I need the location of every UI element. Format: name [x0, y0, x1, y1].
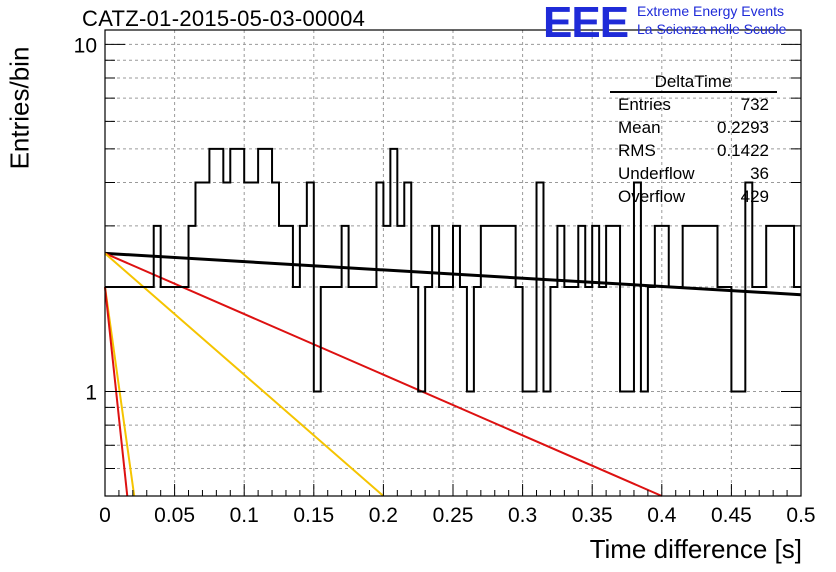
y-axis-label: Entries/bin [4, 46, 35, 170]
x-tick-label: 0.3 [508, 504, 537, 527]
x-tick-label: 0.35 [572, 504, 613, 527]
x-tick-label: 0.1 [230, 504, 259, 527]
stats-row-label: Overflow [618, 187, 686, 206]
x-tick-label: 0.5 [786, 504, 815, 527]
x-tick-label: 0.4 [647, 504, 677, 527]
y-tick-label: 1 [85, 382, 97, 405]
stats-row-value: 732 [741, 95, 769, 114]
stats-row-label: Underflow [618, 164, 695, 183]
x-tick-label: 0.2 [369, 504, 398, 527]
stats-row-value: 0.2293 [717, 118, 769, 137]
x-tick-label: 0.25 [433, 504, 474, 527]
x-axis-label: Time difference [s] [589, 534, 802, 564]
fit-curve [104, 252, 663, 497]
eee-logo: EEE [543, 0, 629, 47]
stats-box: DeltaTime Entries 732 Mean 0.2293 RMS 0.1422 U… [610, 72, 777, 206]
x-tick-label: 0.15 [293, 504, 334, 527]
stats-title: DeltaTime [655, 72, 732, 91]
histogram-series [105, 147, 801, 393]
stats-row-value: 429 [741, 187, 769, 206]
fit-curve [104, 252, 385, 497]
stats-row-label: Entries [618, 95, 671, 114]
stats-row-label: Mean [618, 118, 661, 137]
stats-row-value: 36 [750, 164, 769, 183]
run-title: CATZ-01-2015-05-03-00004 [82, 6, 366, 31]
logo-subtitle-line2: La Scienza nelle Scuole [637, 21, 787, 37]
x-tick-label: 0.45 [711, 504, 752, 527]
y-tick-label: 10 [74, 34, 97, 57]
stats-row-label: RMS [618, 141, 656, 160]
axis-ticks: 0 0.05 0.1 0.15 0.2 0.25 0.3 0.35 0.4 0.45 0.5 1 10 [74, 34, 816, 527]
x-tick-label: 0.05 [154, 504, 195, 527]
x-tick-label: 0 [99, 504, 111, 527]
logo-subtitle-line1: Extreme Energy Events [637, 3, 785, 19]
stats-row-value: 0.1422 [717, 141, 769, 160]
